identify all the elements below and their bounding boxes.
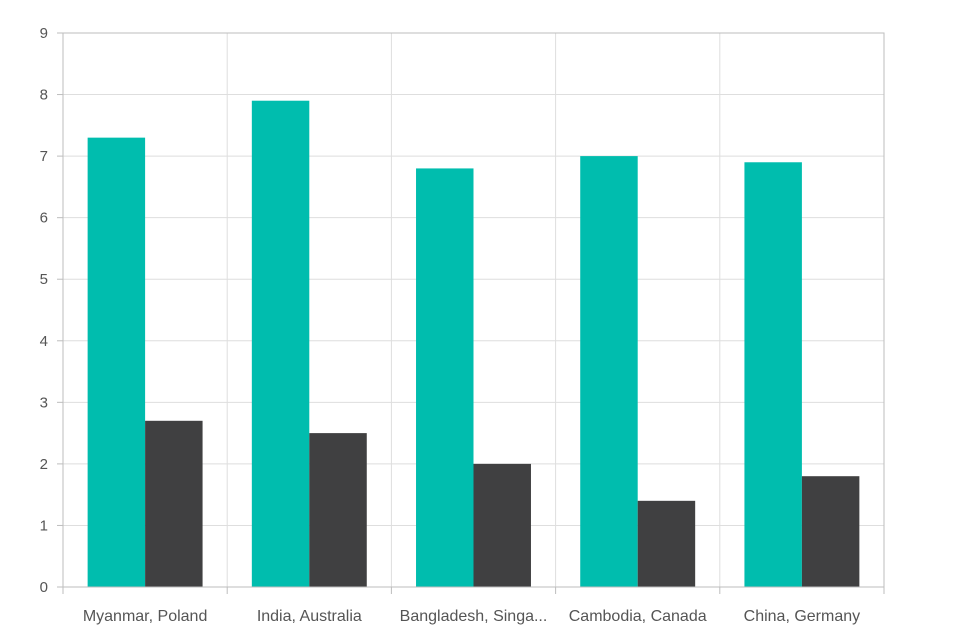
bar-series-2-3[interactable] <box>637 500 696 587</box>
plot-area-border <box>62 32 885 588</box>
y-tick-label: 3 <box>40 394 48 411</box>
x-category-label: India, Australia <box>257 608 362 625</box>
bar-series-1-3[interactable] <box>580 156 638 587</box>
bar-series-1-0[interactable] <box>87 137 146 587</box>
x-axis-labels: Myanmar, Poland India, Australia Banglades… <box>83 608 860 625</box>
bar-series-2-4[interactable] <box>801 476 860 587</box>
bar-series-1-1[interactable] <box>251 100 310 587</box>
x-category-label: Bangladesh, Singa... <box>400 608 548 625</box>
y-tick-label: 1 <box>40 517 48 534</box>
x-category-label: Cambodia, Canada <box>569 608 707 625</box>
x-axis-ticks <box>62 587 885 594</box>
y-tick-label: 5 <box>40 271 48 288</box>
bar-series-1-4[interactable] <box>744 162 802 587</box>
bar-series-2-0[interactable] <box>145 420 203 587</box>
y-tick-label: 9 <box>40 25 48 42</box>
bar-series-2-1[interactable] <box>309 433 367 587</box>
x-gridlines <box>226 33 721 587</box>
y-tick-label: 7 <box>40 148 48 165</box>
bar-series <box>87 100 860 587</box>
bar-series-2-2[interactable] <box>473 463 531 587</box>
y-tick-label: 6 <box>40 210 48 227</box>
x-category-label: Myanmar, Poland <box>83 608 208 625</box>
y-tick-label: 2 <box>40 456 48 473</box>
y-tick-label: 0 <box>40 579 48 596</box>
y-axis-labels: 0 1 2 3 4 5 6 7 8 9 <box>40 25 48 596</box>
bar-series-1-2[interactable] <box>416 168 474 587</box>
y-tick-label: 4 <box>40 333 48 350</box>
y-tick-label: 8 <box>40 87 48 104</box>
x-category-label: China, Germany <box>744 608 861 625</box>
